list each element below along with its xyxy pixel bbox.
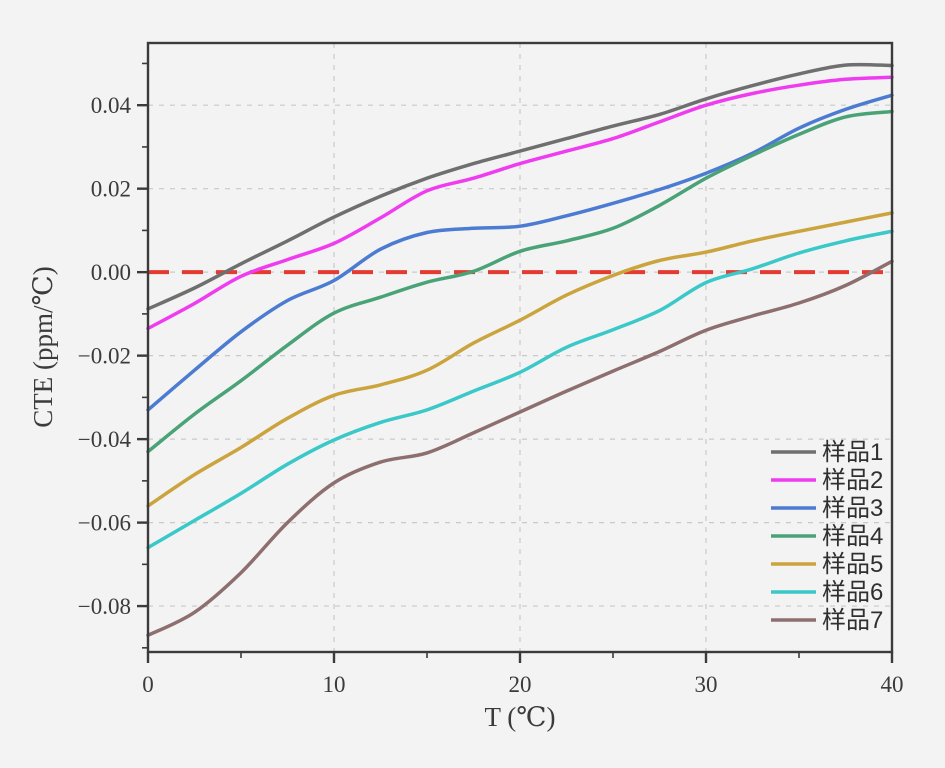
- series-layer: [146, 62, 894, 638]
- legend-label-5: 样品5: [822, 551, 883, 578]
- legend-label-1: 样品1: [822, 439, 883, 466]
- legend-item-1: 样品1: [771, 439, 883, 466]
- series-line-sample-3: [146, 93, 894, 412]
- legend-item-3: 样品3: [771, 495, 883, 522]
- tick-layer: [137, 62, 894, 663]
- x-tick-label-20: 20: [509, 672, 532, 697]
- y-tick-label-0.02: 0.02: [91, 177, 131, 202]
- legend-label-6: 样品6: [822, 579, 883, 606]
- series-line-sample-7: [146, 259, 894, 638]
- x-tick-label-30: 30: [695, 672, 718, 697]
- legend-label-4: 样品4: [822, 523, 883, 550]
- y-tick-label--0.02: −0.02: [78, 344, 131, 369]
- x-tick-label-10: 10: [323, 672, 346, 697]
- y-tick-label-0: 0.00: [91, 260, 131, 285]
- y-tick-label-0.04: 0.04: [91, 93, 132, 118]
- series-line-sample-4: [146, 109, 894, 454]
- legend-item-2: 样品2: [771, 467, 883, 494]
- y-tick-label--0.06: −0.06: [78, 511, 131, 536]
- series-line-sample-1: [146, 62, 894, 311]
- series-line-sample-5: [146, 211, 894, 508]
- grid-layer: [148, 43, 892, 652]
- x-axis-label: T (℃): [485, 702, 556, 732]
- series-line-sample-2: [146, 75, 894, 331]
- y-axis-label: CTE (ppm/℃): [28, 266, 58, 427]
- series-line-sample-6: [146, 229, 894, 550]
- legend-item-5: 样品5: [771, 551, 883, 578]
- legend-label-7: 样品7: [822, 607, 883, 634]
- y-tick-label--0.04: −0.04: [78, 427, 132, 452]
- x-tick-label-40: 40: [881, 672, 904, 697]
- legend-item-4: 样品4: [771, 523, 883, 550]
- x-tick-label-0: 0: [142, 672, 154, 697]
- legend-label-3: 样品3: [822, 495, 883, 522]
- legend-label-2: 样品2: [822, 467, 883, 494]
- legend-item-6: 样品6: [771, 579, 883, 606]
- y-tick-label--0.08: −0.08: [78, 594, 131, 619]
- tick-label-layer: 0 10 20 30 40 0.04 0.02 0.00 −0.02 −0.04 −0.06 −0.0…: [78, 93, 904, 697]
- legend-item-7: 样品7: [771, 607, 883, 634]
